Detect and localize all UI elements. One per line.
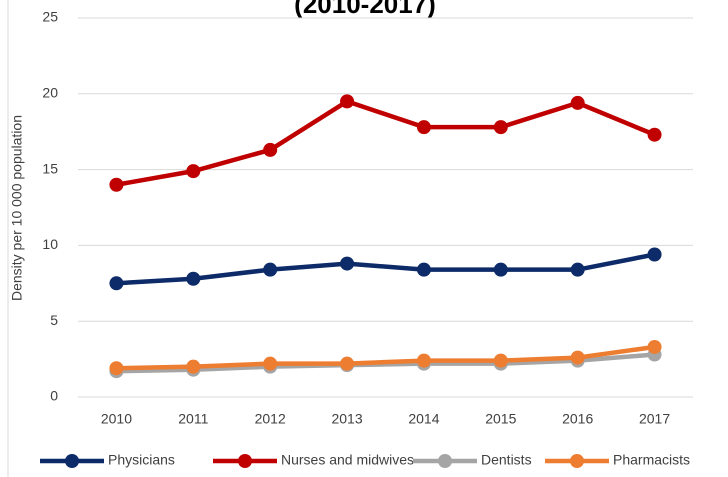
data-point xyxy=(186,271,201,286)
legend-marker xyxy=(238,454,252,468)
data-point xyxy=(186,164,201,179)
legend-marker xyxy=(65,454,79,468)
data-point xyxy=(263,356,278,371)
data-point xyxy=(263,142,278,157)
data-point xyxy=(340,356,355,371)
x-tick-label: 2014 xyxy=(408,411,439,427)
data-point xyxy=(340,256,355,271)
legend-marker xyxy=(438,454,452,468)
data-point xyxy=(416,120,431,135)
x-tick-label: 2015 xyxy=(485,411,516,427)
x-tick-label: 2016 xyxy=(562,411,593,427)
data-point xyxy=(493,353,508,368)
series-line xyxy=(116,352,655,374)
x-tick-label: 2010 xyxy=(101,411,132,427)
data-point xyxy=(493,120,508,135)
data-point xyxy=(647,127,662,142)
legend-label: Nurses and midwives xyxy=(281,452,414,468)
data-point xyxy=(416,353,431,368)
y-tick-label: 25 xyxy=(42,9,58,25)
data-point xyxy=(570,350,585,365)
data-point xyxy=(570,95,585,110)
data-point xyxy=(109,177,124,192)
legend-marker xyxy=(570,454,584,468)
series-line xyxy=(116,98,656,187)
data-point xyxy=(109,361,124,376)
y-tick-label: 0 xyxy=(50,388,58,404)
data-point xyxy=(109,276,124,291)
legend-label: Pharmacists xyxy=(613,452,690,468)
x-tick-label: 2017 xyxy=(639,411,670,427)
legend-label: Dentists xyxy=(481,452,532,468)
data-point xyxy=(416,262,431,277)
data-point xyxy=(493,262,508,277)
data-point xyxy=(570,262,585,277)
data-point xyxy=(340,94,355,109)
data-point xyxy=(647,247,662,262)
y-tick-label: 10 xyxy=(42,236,58,252)
series-line xyxy=(116,252,655,286)
y-tick-label: 20 xyxy=(42,85,58,101)
x-tick-label: 2012 xyxy=(255,411,286,427)
y-axis-label: Density per 10 000 population xyxy=(9,115,25,301)
x-tick-label: 2011 xyxy=(178,411,208,427)
legend-label: Physicians xyxy=(108,452,175,468)
data-point xyxy=(263,262,278,277)
data-point xyxy=(186,359,201,374)
y-tick-label: 15 xyxy=(42,160,58,176)
series-line xyxy=(116,344,655,371)
y-tick-label: 5 xyxy=(50,312,58,328)
data-point xyxy=(647,339,662,354)
chart-title: (2010-2017) xyxy=(294,0,436,19)
x-tick-label: 2013 xyxy=(331,411,362,427)
